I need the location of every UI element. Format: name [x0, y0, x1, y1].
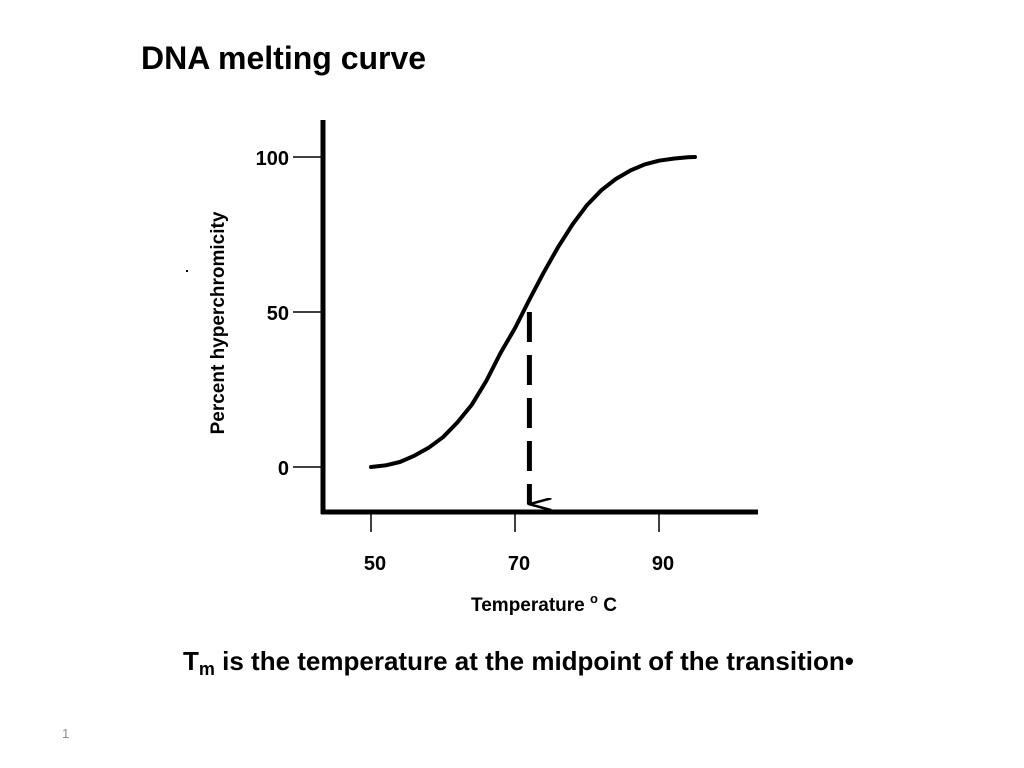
caption-main: T: [183, 646, 199, 676]
x-tick-label: 70: [508, 553, 530, 575]
caption: Tm is the temperature at the midpoint of…: [183, 646, 854, 680]
caption-subscript: m: [198, 659, 215, 679]
curve-layer: [369, 155, 697, 469]
x-axis-label: Temperature o C: [471, 587, 617, 616]
y-tick-label: 0: [278, 458, 289, 480]
x-axis-unit-sup: o: [590, 591, 598, 606]
slide-number: 1: [62, 726, 70, 741]
ticks: 0 50 100 50 70 90: [256, 148, 675, 575]
x-tick-label: 50: [364, 553, 386, 575]
y-axis-label: Percent hyperchromicity: [208, 211, 229, 434]
x-axis-unit: C: [603, 595, 617, 616]
x-axis-label-text: Temperature: [471, 595, 585, 616]
slide-title: DNA melting curve: [141, 40, 427, 76]
y-tick-label: 50: [267, 303, 289, 325]
x-tick-label: 90: [652, 553, 674, 575]
axes: [320, 120, 758, 515]
caption-bullet: •: [844, 646, 854, 676]
stray-dot: [186, 270, 188, 272]
y-tick-label: 100: [256, 148, 289, 170]
caption-rest: is the temperature at the midpoint of th…: [214, 646, 845, 676]
melting-curve-line: [369, 155, 697, 469]
